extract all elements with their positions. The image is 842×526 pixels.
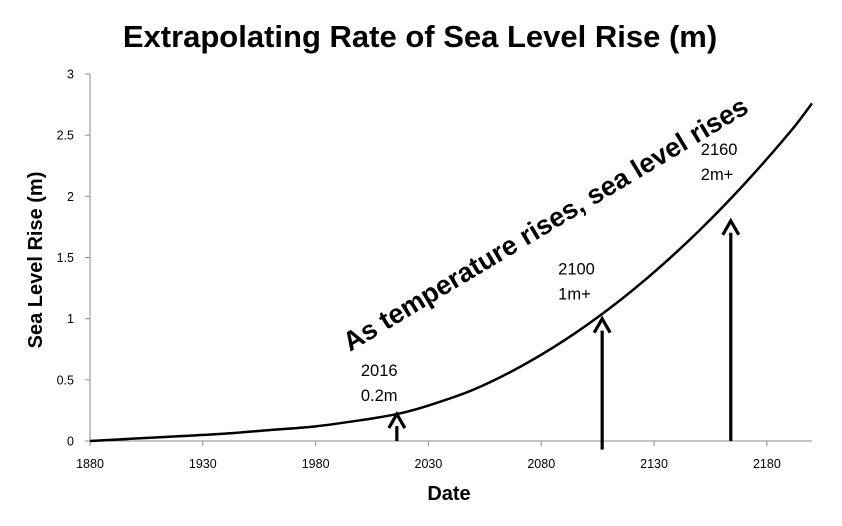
x-axis-title: Date — [427, 483, 470, 505]
x-tick-label: 1980 — [302, 457, 330, 471]
annotations: 2016 0.2m 2100 1m+ 2160 2m+ — [361, 141, 741, 450]
axes — [85, 73, 812, 446]
annotation-value-label: 2m+ — [701, 166, 734, 184]
tick-labels: 0 0.5 1 1.5 2 2.5 3 1880 1930 1980 2030 2080 2130 218… — [57, 68, 781, 472]
y-tick-label: 0 — [67, 435, 74, 449]
x-tick-label: 2130 — [640, 457, 668, 471]
annotation-value-label: 0.2m — [361, 387, 398, 405]
diagonal-label: As temperature rises, sea level rises — [338, 91, 754, 357]
annotation-year-label: 2100 — [558, 261, 595, 279]
y-tick-label: 0.5 — [57, 373, 74, 387]
series — [89, 102, 813, 443]
y-tick-label: 2 — [67, 190, 74, 204]
y-tick-label: 2.5 — [57, 129, 74, 143]
annotation-arrow-head — [387, 410, 407, 429]
annotation-year-label: 2016 — [361, 362, 398, 380]
x-tick-label: 2030 — [415, 457, 443, 471]
annotation-arrow-head — [592, 315, 612, 334]
x-tick-label: 1880 — [76, 457, 104, 471]
chart-title: Extrapolating Rate of Sea Level Rise (m) — [123, 19, 717, 54]
y-tick-label: 1.5 — [57, 251, 74, 265]
y-axis-title: Sea Level Rise (m) — [25, 172, 47, 349]
x-tick-label: 1930 — [189, 457, 217, 471]
y-tick-label: 1 — [67, 312, 74, 326]
annotation-arrow-head — [721, 217, 741, 236]
y-tick-label: 3 — [67, 68, 74, 82]
annotation-value-label: 1m+ — [558, 286, 591, 304]
annotation-year-label: 2160 — [701, 141, 738, 159]
sea-level-line — [89, 102, 813, 443]
x-tick-label: 2180 — [753, 457, 781, 471]
x-tick-label: 2080 — [527, 457, 555, 471]
